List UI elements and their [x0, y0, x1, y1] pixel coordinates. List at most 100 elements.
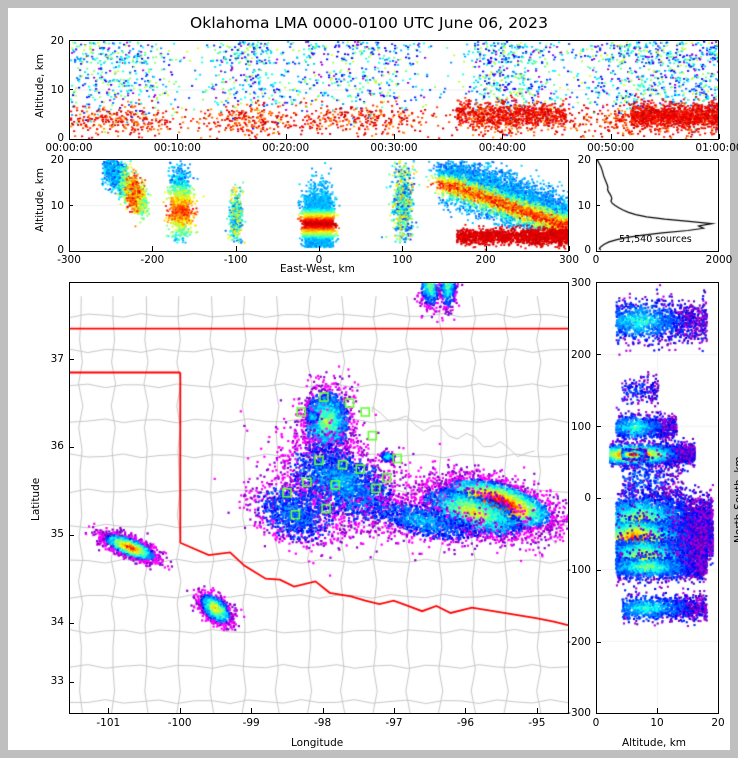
figure-title: Oklahoma LMA 0000-0100 UTC June 06, 2023 [189, 14, 549, 32]
tick-mark [596, 354, 601, 355]
tick-mark [596, 246, 597, 251]
tick-mark [322, 708, 324, 713]
ew-panel-ylabel: Altitude, km [34, 167, 46, 232]
ytick-0: 0 [57, 132, 64, 144]
tick-mark [69, 205, 73, 206]
tick-mark [69, 159, 73, 160]
xtick-00:40:00: 00:40:00 [478, 142, 526, 154]
ytick-m100: -100 [567, 564, 591, 576]
ytick-20: 20 [50, 35, 64, 47]
xtick-10: 10 [650, 717, 664, 729]
xtick-00:20:00: 00:20:00 [262, 142, 310, 154]
xtick-20: 20 [711, 717, 725, 729]
source-count-annotation: 51,540 sources [619, 234, 692, 245]
ytick-10: 10 [50, 200, 64, 212]
xtick-2000: 2000 [705, 254, 733, 266]
time-altitude-scatter [70, 41, 718, 139]
tick-mark [69, 139, 73, 140]
ytick-100: 100 [570, 421, 591, 433]
panel-altitude-histogram[interactable] [596, 159, 719, 252]
tick-mark [69, 359, 74, 360]
tick-mark [596, 159, 600, 160]
ytick-0: 0 [584, 492, 591, 504]
tick-mark [596, 498, 601, 499]
xtick-00:30:00: 00:30:00 [370, 142, 418, 154]
east-west-altitude-scatter [70, 160, 568, 251]
xtick--200: -200 [140, 254, 165, 266]
tick-mark [596, 713, 601, 714]
tick-mark [69, 535, 74, 536]
tick-mark [235, 246, 237, 251]
ew-panel-xlabel: East-West, km [280, 263, 355, 275]
tick-mark [69, 682, 74, 683]
panel-east-west-vs-altitude[interactable] [69, 159, 569, 252]
xtick-01:00:00: 01:00:00 [695, 142, 738, 154]
xtick-00:10:00: 00:10:00 [153, 142, 201, 154]
ytick-35: 35 [50, 528, 64, 540]
ytick-10: 10 [50, 84, 64, 96]
ytick-0: 0 [584, 244, 591, 256]
tick-mark [718, 246, 719, 251]
ytick-m300: -300 [567, 707, 591, 719]
xtick-0: 0 [592, 254, 600, 266]
tick-mark [719, 134, 720, 139]
north-south-altitude-scatter [597, 283, 718, 713]
tick-mark [69, 246, 70, 251]
tick-mark [502, 134, 504, 139]
ytick-20: 20 [50, 154, 64, 166]
tick-mark [285, 134, 287, 139]
xtick-00:00:00: 00:00:00 [45, 142, 93, 154]
tick-mark [69, 623, 74, 624]
ytick-300: 300 [570, 277, 591, 289]
tick-mark [596, 205, 600, 206]
tick-mark [718, 708, 719, 713]
tick-mark [251, 708, 253, 713]
tick-mark [152, 246, 154, 251]
tick-mark [569, 246, 570, 251]
altitude-histogram-curve [597, 160, 718, 251]
tick-mark [69, 40, 73, 41]
map-xlabel: Longitude [291, 737, 344, 749]
map-lightning-sources [70, 283, 568, 713]
tick-mark [596, 570, 601, 571]
panel-plan-view-map[interactable] [69, 282, 569, 714]
ytick-20: 20 [577, 154, 591, 166]
tick-mark [177, 134, 179, 139]
xtick--97: -97 [385, 717, 403, 729]
xtick--98: -98 [313, 717, 332, 729]
tick-mark [402, 246, 404, 251]
xtick--101: -101 [96, 717, 121, 729]
xtick--95: -95 [528, 717, 546, 729]
xtick--300: -300 [57, 254, 81, 266]
xtick-0: 0 [315, 254, 323, 266]
ytick-0: 0 [57, 244, 64, 256]
ytick-33: 33 [50, 675, 64, 687]
tick-mark [610, 134, 612, 139]
ytick-34: 34 [50, 616, 64, 628]
tick-mark [69, 251, 73, 252]
xtick-0: 0 [592, 717, 600, 729]
tick-mark [596, 426, 601, 427]
xtick--96: -96 [456, 717, 474, 729]
xtick--100: -100 [167, 717, 192, 729]
ytick-36: 36 [50, 440, 64, 452]
ns-panel-ylabel: North-South, km [733, 456, 738, 543]
figure-canvas: Oklahoma LMA 0000-0100 UTC June 06, 2023… [8, 8, 738, 750]
tick-mark [69, 134, 70, 139]
xtick-200: 200 [475, 254, 496, 266]
xtick-00:50:00: 00:50:00 [587, 142, 635, 154]
ytick-200: 200 [570, 349, 591, 361]
ytick-37: 37 [50, 353, 64, 365]
panel-altitude-vs-north-south[interactable] [596, 282, 719, 714]
xtick--99: -99 [242, 717, 260, 729]
panel-time-vs-altitude[interactable] [69, 40, 719, 140]
ns-panel-xlabel: Altitude, km [622, 737, 687, 749]
tick-mark [394, 708, 395, 713]
tick-mark [596, 251, 600, 252]
ytick-m200: -200 [567, 636, 591, 648]
xtick-100: 100 [392, 254, 413, 266]
tick-mark [108, 708, 110, 713]
tick-mark [319, 246, 320, 251]
tick-mark [394, 134, 395, 139]
tick-mark [69, 89, 73, 90]
